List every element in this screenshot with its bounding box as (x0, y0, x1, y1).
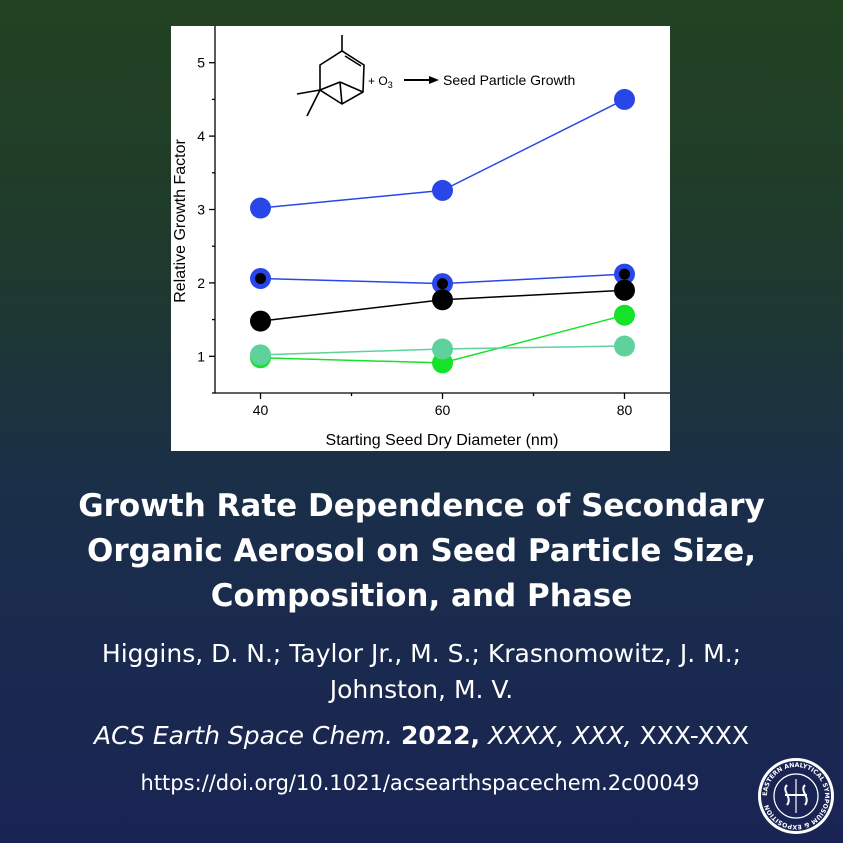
volume-issue: XXXX, XXX, (487, 721, 632, 750)
x-axis-label: Starting Seed Dry Diameter (nm) (326, 432, 559, 449)
reaction-label: + O3 (368, 74, 393, 90)
series-4 (250, 335, 635, 366)
y-tick-label: 3 (197, 202, 205, 218)
author-line: Johnston, M. V. (329, 675, 514, 704)
alpha-pinene-structure-icon (296, 35, 365, 117)
data-point (250, 344, 271, 366)
data-point (432, 338, 453, 360)
journal-name: ACS Earth Space Chem. (94, 721, 393, 750)
title-line: Composition, and Phase (210, 578, 633, 614)
data-point (614, 88, 635, 110)
data-point (432, 179, 453, 201)
reaction-product-label: Seed Particle Growth (443, 72, 575, 88)
x-tick-label: 40 (253, 402, 269, 418)
y-tick-label: 2 (197, 275, 205, 291)
y-tick-label: 5 (197, 55, 205, 71)
data-point (432, 289, 453, 311)
data-point (614, 279, 635, 301)
author-line: Higgins, D. N.; Taylor Jr., M. S.; Krasn… (101, 639, 742, 668)
page-range: XXX-XXX (639, 721, 749, 750)
data-point (250, 197, 271, 219)
x-tick-label: 60 (435, 402, 451, 418)
x-tick-label: 80 (617, 402, 633, 418)
data-point (250, 310, 271, 332)
data-point-center (619, 268, 630, 280)
chart-figure: + O3 Seed Particle Growth 1 2 3 4 5 40 60 80 St… (171, 26, 670, 451)
chart-axes: 1 2 3 4 5 40 60 80 (197, 26, 670, 418)
eastern-analytical-symposium-seal-icon: EASTERN ANALYTICAL SYMPOSIUM & EXPOSITIO… (758, 758, 834, 834)
data-point-center (437, 278, 448, 290)
title-line: Growth Rate Dependence of Secondary (78, 488, 765, 524)
series-1 (250, 263, 635, 295)
doi-link[interactable]: https://doi.org/10.1021/acsearthspaceche… (140, 771, 700, 795)
data-point (614, 304, 635, 326)
chart-series (250, 88, 635, 374)
y-tick-label: 1 (197, 348, 205, 364)
publication-year: 2022, (400, 721, 481, 750)
y-tick-label: 4 (197, 128, 205, 144)
paper-title: Growth Rate Dependence of Secondary Orga… (0, 484, 843, 619)
data-point-center (255, 272, 266, 284)
title-line: Organic Aerosol on Seed Particle Size, (86, 533, 757, 569)
data-point (614, 335, 635, 357)
y-axis-label: Relative Growth Factor (172, 139, 189, 303)
citation: ACS Earth Space Chem. 2022, XXXX, XXX, X… (0, 718, 843, 754)
scatter-chart: + O3 Seed Particle Growth 1 2 3 4 5 40 60 80 St… (172, 26, 670, 449)
series-0 (250, 88, 635, 219)
series-2 (250, 279, 635, 332)
author-list: Higgins, D. N.; Taylor Jr., M. S.; Krasn… (0, 636, 843, 708)
reaction-arrow-icon (404, 76, 439, 84)
